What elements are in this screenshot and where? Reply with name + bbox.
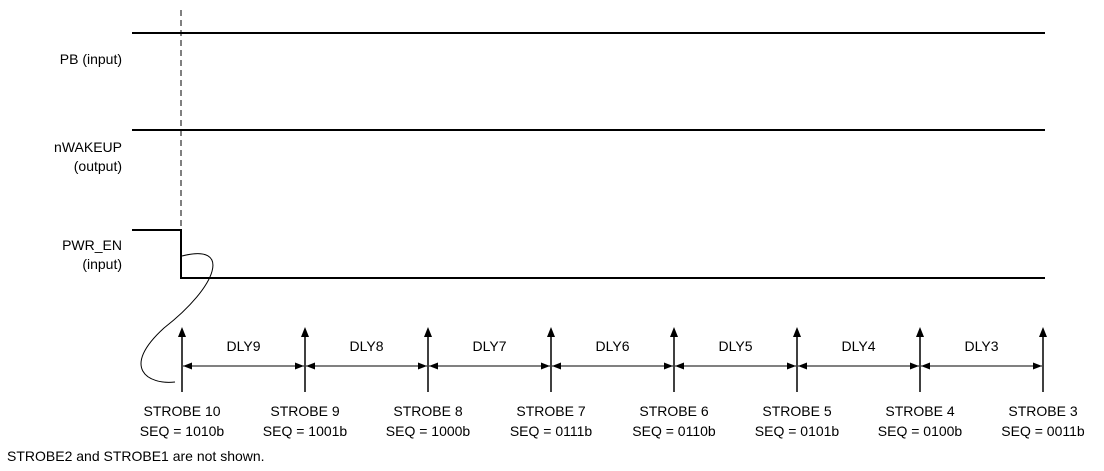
strobe-label: STROBE 6 [639,403,708,419]
strobe-label: STROBE 10 [143,403,220,419]
strobe-arrowhead [793,327,801,337]
strobe-seq: SEQ = 0101b [755,423,840,439]
signal-label-nwakeup: nWAKEUP [54,139,122,155]
delay-label: DLY5 [719,338,753,354]
delay-label: DLY3 [965,338,999,354]
strobe-arrowhead [301,327,309,337]
signal-label-pwr-en-dir: (input) [82,256,122,272]
strobe-seq: SEQ = 1010b [140,423,225,439]
strobe-arrowhead [424,327,432,337]
strobe-seq: SEQ = 1000b [386,423,471,439]
strobe-seq: SEQ = 0111b [510,423,593,439]
strobe-arrowhead [547,327,555,337]
strobe-labels: STROBE 10 SEQ = 1010b STROBE 9 SEQ = 1001b S… [140,403,1085,439]
signal-label-pb: PB (input) [60,51,122,67]
waveforms [132,32,1045,279]
footnote: STROBE2 and STROBE1 are not shown. [7,448,265,464]
strobe-label: STROBE 9 [270,403,339,419]
delay-label: DLY9 [227,338,261,354]
signal-labels: PB (input) nWAKEUP (output) PWR_EN (inpu… [54,51,122,272]
delay-label: DLY4 [842,338,876,354]
strobe-seq: SEQ = 0011b [1001,423,1085,439]
strobe-seq: SEQ = 0100b [878,423,963,439]
delay-intervals: DLY9 DLY8 DLY7 DLY6 DLY5 DLY4 DLY3 [183,338,1042,370]
delay-label: DLY7 [473,338,507,354]
strobe-label: STROBE 8 [393,403,462,419]
strobe-arrowhead [1039,327,1047,337]
delay-label: DLY8 [350,338,384,354]
strobe-seq: SEQ = 1001b [263,423,348,439]
strobe-arrowhead [916,327,924,337]
pwr-en-waveform [132,229,1045,279]
signal-label-pwr-en: PWR_EN [62,237,122,253]
strobe-label: STROBE 7 [516,403,585,419]
strobe-label: STROBE 5 [762,403,831,419]
strobe-seq: SEQ = 0110b [632,423,716,439]
strobe-arrowhead [670,327,678,337]
delay-label: DLY6 [596,338,630,354]
causality-curve [140,253,214,383]
strobe-markers [178,327,1047,392]
strobe-label: STROBE 4 [885,403,954,419]
strobe-label: STROBE 3 [1008,403,1077,419]
strobe-arrowhead [178,327,186,337]
signal-label-nwakeup-dir: (output) [74,158,122,174]
